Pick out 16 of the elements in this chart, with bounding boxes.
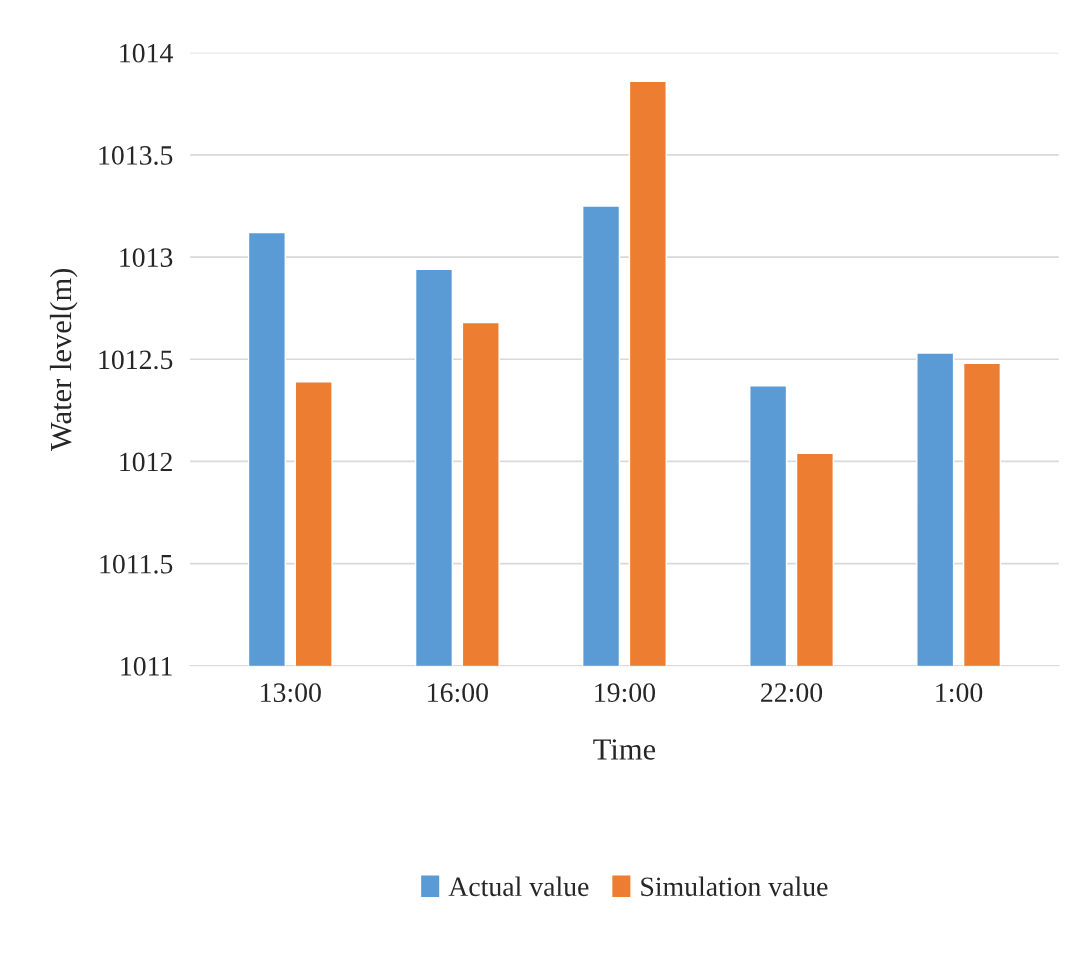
x-tick-label: 1:00 <box>936 683 983 703</box>
x-tick-label: 13:00 <box>261 683 321 703</box>
y-tick-label: 1013.5 <box>99 146 173 165</box>
legend-label: Simulation value <box>641 876 828 897</box>
legend-label: Actual value <box>448 876 589 897</box>
y-tick-label: 1013 <box>120 248 173 267</box>
y-tick-label: 1012.5 <box>99 350 173 370</box>
y-axis-title: Water level(m) <box>49 268 78 451</box>
y-tick-label: 1011 <box>121 656 172 676</box>
x-axis-title: Time <box>593 739 656 760</box>
y-tick-label: 1014 <box>120 43 173 63</box>
y-tick-label: 1012 <box>120 452 172 472</box>
x-tick-label: 22:00 <box>761 683 823 703</box>
x-tick-label: 19:00 <box>595 683 656 703</box>
x-tick-label: 16:00 <box>428 683 488 703</box>
y-tick-label: 1011.5 <box>100 554 173 574</box>
